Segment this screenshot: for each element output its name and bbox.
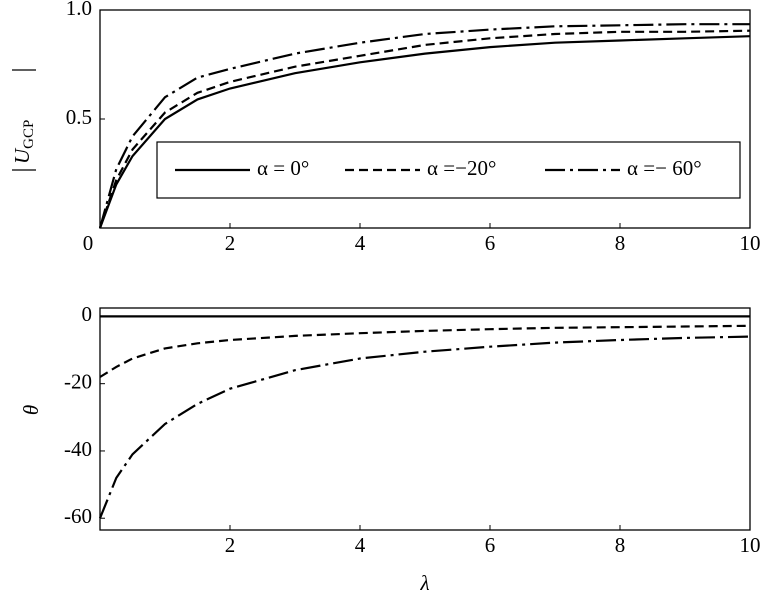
series-line [98, 23, 750, 229]
legend-box [156, 141, 741, 199]
x-tick-label: 4 [355, 533, 366, 557]
y-label: UGCP [10, 120, 38, 164]
series-line [98, 29, 751, 229]
y-label-group: UGCP [10, 69, 38, 171]
x-tick-label: 8 [615, 533, 626, 557]
series-line [99, 324, 751, 378]
y-tick-label: -60 [64, 504, 92, 528]
legend-label: α =− 60° [627, 156, 702, 180]
x-tick-label: 10 [740, 533, 761, 557]
plot-frame [99, 307, 751, 531]
x-tick-label: 10 [740, 231, 761, 255]
series-line [98, 335, 751, 519]
y-tick-label: -40 [64, 437, 92, 461]
y-label-main: U [10, 147, 34, 164]
y-tick-label: -20 [64, 369, 92, 393]
y-label-sub: GCP [21, 120, 37, 149]
x-tick-label: 2 [225, 533, 236, 557]
legend-label: α = 0° [257, 156, 309, 180]
y-label: θ [19, 405, 43, 415]
x-label: λ [419, 571, 429, 595]
x-tick-label: 0 [83, 231, 94, 255]
x-tick-label: 2 [225, 231, 236, 255]
x-tick-label: 6 [485, 533, 496, 557]
series-line [98, 35, 751, 229]
x-tick-label: 6 [485, 231, 496, 255]
x-tick-label: 4 [355, 231, 366, 255]
legend-label: α =−20° [427, 156, 496, 180]
y-tick-label: 1.0 [66, 0, 92, 20]
y-tick-label: 0 [82, 302, 93, 326]
x-tick-label: 8 [615, 231, 626, 255]
y-tick-label: 0.5 [66, 105, 92, 129]
